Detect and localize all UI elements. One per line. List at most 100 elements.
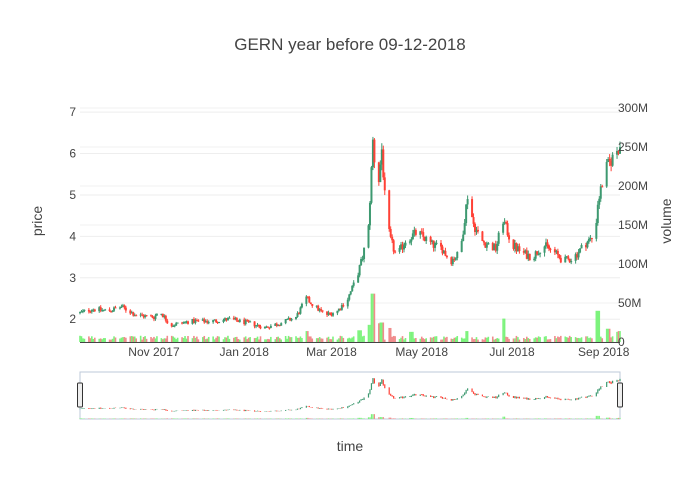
volume-bar (352, 336, 355, 342)
candle (411, 229, 414, 240)
mini-volume-bar (285, 418, 287, 419)
candle (539, 252, 542, 258)
candle-body (568, 258, 571, 263)
candle (379, 160, 382, 183)
candle (431, 239, 434, 245)
candle-body (383, 177, 386, 191)
candle (567, 254, 570, 261)
candle (150, 314, 153, 317)
candle (132, 311, 135, 317)
volume-bar (165, 338, 167, 342)
candle (121, 303, 124, 307)
mini-volume-bar (432, 418, 435, 419)
mini-volume-bar (456, 418, 458, 419)
candle-body (413, 229, 416, 234)
volume-bar (425, 338, 427, 342)
candle-body (487, 242, 490, 245)
candle (611, 152, 614, 167)
mini-volume-bar (245, 418, 247, 419)
volume-tick-label: 150M (618, 218, 648, 232)
volume-bar (341, 336, 343, 342)
candle (559, 255, 562, 264)
volume-bar (98, 338, 101, 342)
candle (357, 272, 360, 283)
candle (263, 326, 266, 329)
candle (408, 239, 411, 245)
candle-body (155, 314, 158, 316)
candle (487, 241, 490, 245)
candle (537, 250, 540, 256)
mini-volume-bar (270, 418, 272, 419)
candle-body (465, 204, 468, 224)
volume-bar (392, 335, 395, 342)
volume-bar (181, 337, 183, 342)
mini-volume-bar (363, 418, 365, 419)
mini-volume-bar (227, 418, 229, 419)
mini-volume-bar (234, 418, 236, 419)
candle-body (462, 234, 465, 242)
volume-bar (142, 336, 145, 342)
mini-volume-bar (259, 418, 262, 419)
volume-bar (346, 338, 349, 342)
candle (389, 226, 392, 239)
candle (476, 226, 479, 234)
volume-bar (236, 336, 238, 342)
volume-bar (465, 331, 467, 342)
volume-bar (284, 336, 287, 342)
candle (163, 314, 166, 319)
volume-bar (296, 337, 299, 342)
volume-bar (401, 336, 404, 342)
candle-body (388, 190, 391, 229)
mini-volume-bar (492, 418, 494, 419)
volume-bar (113, 336, 115, 342)
candle-body (259, 326, 262, 329)
candle-body (176, 322, 179, 324)
candle-body (194, 320, 197, 323)
candle-body (164, 315, 167, 321)
mini-volume-bar (504, 416, 506, 419)
candle-body (234, 318, 237, 320)
range-slider-right-handle[interactable] (617, 382, 623, 408)
range-slider[interactable] (77, 371, 623, 420)
candle (493, 243, 496, 251)
mini-volume-bar (435, 418, 438, 419)
candle-body (172, 325, 175, 327)
volume-bar (546, 339, 549, 342)
volume-bar (441, 339, 444, 342)
volume-bar (101, 339, 103, 342)
mini-volume-bar (597, 415, 599, 419)
candle (256, 322, 259, 327)
volume-bar (99, 338, 102, 342)
candle-body (565, 256, 568, 258)
mini-volume-bar (308, 418, 310, 419)
candle (102, 309, 105, 312)
candle-body (474, 223, 477, 233)
volume-bar (574, 337, 577, 342)
volume-bar (474, 338, 476, 342)
candle-body (411, 233, 414, 240)
candle (173, 324, 176, 328)
candle-body (442, 250, 445, 254)
candle-body (315, 305, 318, 307)
candle-body (439, 242, 442, 247)
mini-volume-bar (598, 415, 600, 419)
mini-volume-bar (545, 418, 547, 419)
candle (589, 235, 592, 242)
range-slider-left-handle[interactable] (77, 382, 83, 408)
volume-bar (133, 336, 136, 342)
candle (445, 255, 448, 259)
volume-bar (139, 335, 142, 342)
candle (506, 220, 509, 237)
candle (336, 310, 339, 316)
candle (413, 226, 416, 237)
candle (83, 309, 86, 313)
volume-bar (527, 338, 530, 342)
candle-body (611, 154, 614, 166)
mini-volume-bar (203, 418, 205, 419)
candle (587, 236, 590, 244)
candle-body (244, 320, 247, 325)
volume-bar (512, 338, 515, 342)
candle-body (503, 222, 506, 224)
candle (584, 242, 587, 251)
volume-bar (93, 337, 96, 342)
